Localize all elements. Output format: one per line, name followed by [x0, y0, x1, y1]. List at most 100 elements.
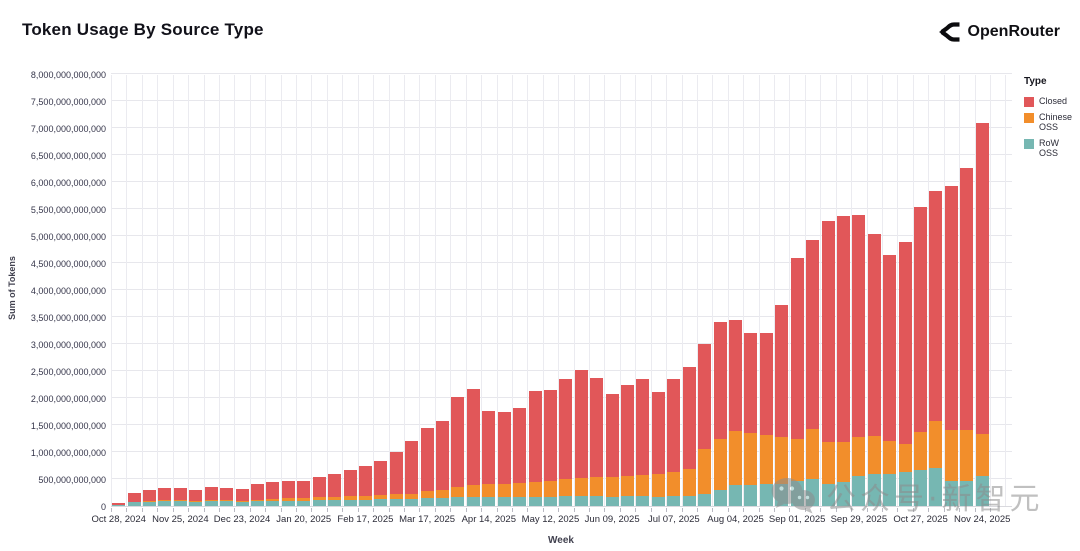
- bar-segment-row-oss[interactable]: [312, 500, 326, 506]
- bar-segment-closed[interactable]: [713, 322, 727, 439]
- bar-segment-row-oss[interactable]: [497, 497, 511, 506]
- bar-segment-closed[interactable]: [682, 366, 696, 469]
- bar-segment-row-oss[interactable]: [297, 500, 311, 506]
- bar-segment-row-oss[interactable]: [682, 495, 696, 506]
- bar-segment-row-oss[interactable]: [127, 502, 141, 506]
- bar-segment-row-oss[interactable]: [852, 475, 866, 506]
- bar-segment-row-oss[interactable]: [790, 480, 804, 506]
- bar-segment-row-oss[interactable]: [605, 496, 619, 506]
- bar-segment-closed[interactable]: [420, 427, 434, 492]
- bar-segment-row-oss[interactable]: [543, 496, 557, 506]
- bar-segment-row-oss[interactable]: [158, 501, 172, 506]
- bar-segment-chinese-oss[interactable]: [605, 476, 619, 497]
- bar-segment-chinese-oss[interactable]: [559, 479, 573, 497]
- bar-segment-closed[interactable]: [358, 466, 372, 496]
- bar-segment-chinese-oss[interactable]: [960, 430, 974, 482]
- bar-segment-closed[interactable]: [482, 410, 496, 485]
- legend-item-row-oss[interactable]: RoW OSS: [1024, 138, 1078, 159]
- bar-segment-row-oss[interactable]: [744, 485, 758, 506]
- bar-segment-row-oss[interactable]: [806, 479, 820, 506]
- bar-segment-row-oss[interactable]: [466, 496, 480, 506]
- legend-item-closed[interactable]: Closed: [1024, 96, 1078, 107]
- bar-segment-closed[interactable]: [883, 255, 897, 441]
- bar-segment-row-oss[interactable]: [436, 497, 450, 506]
- bar-segment-chinese-oss[interactable]: [482, 484, 496, 498]
- bar-segment-row-oss[interactable]: [358, 499, 372, 506]
- bar-segment-row-oss[interactable]: [867, 474, 881, 506]
- bar-segment-chinese-oss[interactable]: [389, 494, 403, 499]
- bar-segment-closed[interactable]: [451, 396, 465, 487]
- bar-segment-chinese-oss[interactable]: [281, 498, 295, 501]
- bar-segment-closed[interactable]: [312, 477, 326, 498]
- bar-segment-row-oss[interactable]: [775, 484, 789, 506]
- bar-segment-chinese-oss[interactable]: [852, 436, 866, 476]
- bar-segment-chinese-oss[interactable]: [790, 438, 804, 481]
- bar-segment-chinese-oss[interactable]: [775, 436, 789, 485]
- bar-segment-chinese-oss[interactable]: [204, 500, 218, 502]
- bar-segment-row-oss[interactable]: [173, 501, 187, 506]
- bar-segment-chinese-oss[interactable]: [543, 480, 557, 497]
- bar-segment-chinese-oss[interactable]: [698, 448, 712, 495]
- bar-segment-chinese-oss[interactable]: [651, 474, 665, 497]
- bar-segment-row-oss[interactable]: [651, 496, 665, 506]
- bar-segment-row-oss[interactable]: [250, 501, 264, 506]
- bar-segment-chinese-oss[interactable]: [143, 500, 157, 502]
- bar-segment-closed[interactable]: [204, 487, 218, 501]
- bar-segment-chinese-oss[interactable]: [759, 434, 773, 485]
- bar-segment-closed[interactable]: [112, 503, 126, 505]
- bar-segment-chinese-oss[interactable]: [929, 420, 943, 469]
- bar-segment-row-oss[interactable]: [713, 489, 727, 506]
- bar-segment-closed[interactable]: [266, 482, 280, 499]
- bar-segment-closed[interactable]: [297, 480, 311, 499]
- bar-segment-chinese-oss[interactable]: [667, 471, 681, 497]
- bar-segment-chinese-oss[interactable]: [836, 441, 850, 482]
- bar-segment-chinese-oss[interactable]: [590, 476, 604, 497]
- bar-segment-row-oss[interactable]: [235, 501, 249, 506]
- bar-segment-chinese-oss[interactable]: [127, 501, 141, 503]
- bar-segment-chinese-oss[interactable]: [867, 435, 881, 475]
- bar-segment-chinese-oss[interactable]: [266, 499, 280, 501]
- bar-segment-row-oss[interactable]: [759, 484, 773, 506]
- bar-segment-row-oss[interactable]: [281, 500, 295, 506]
- bar-segment-closed[interactable]: [651, 391, 665, 475]
- bar-segment-row-oss[interactable]: [143, 501, 157, 506]
- bar-segment-row-oss[interactable]: [451, 497, 465, 506]
- bar-segment-chinese-oss[interactable]: [528, 482, 542, 497]
- bar-segment-row-oss[interactable]: [343, 499, 357, 506]
- bar-segment-closed[interactable]: [543, 389, 557, 481]
- bar-segment-chinese-oss[interactable]: [944, 430, 958, 481]
- bar-segment-row-oss[interactable]: [729, 485, 743, 506]
- bar-segment-closed[interactable]: [944, 185, 958, 431]
- bar-segment-chinese-oss[interactable]: [914, 432, 928, 470]
- bar-segment-chinese-oss[interactable]: [713, 438, 727, 490]
- bar-segment-row-oss[interactable]: [944, 480, 958, 506]
- bar-segment-row-oss[interactable]: [636, 496, 650, 506]
- bar-segment-chinese-oss[interactable]: [898, 444, 912, 472]
- bar-segment-chinese-oss[interactable]: [343, 496, 357, 500]
- bar-segment-closed[interactable]: [374, 461, 388, 495]
- bar-segment-chinese-oss[interactable]: [374, 494, 388, 499]
- bar-segment-chinese-oss[interactable]: [250, 499, 264, 502]
- bar-segment-row-oss[interactable]: [667, 496, 681, 506]
- bar-segment-chinese-oss[interactable]: [358, 495, 372, 500]
- bar-segment-chinese-oss[interactable]: [420, 491, 434, 498]
- bar-segment-closed[interactable]: [220, 488, 234, 501]
- bar-segment-closed[interactable]: [790, 257, 804, 439]
- bar-segment-chinese-oss[interactable]: [220, 500, 234, 502]
- bar-segment-closed[interactable]: [898, 241, 912, 445]
- bar-segment-closed[interactable]: [759, 333, 773, 435]
- bar-segment-row-oss[interactable]: [621, 496, 635, 506]
- bar-segment-closed[interactable]: [328, 473, 342, 498]
- bar-segment-closed[interactable]: [405, 441, 419, 494]
- bar-segment-row-oss[interactable]: [929, 468, 943, 506]
- bar-segment-closed[interactable]: [821, 221, 835, 442]
- bar-segment-row-oss[interactable]: [975, 475, 989, 506]
- bar-segment-row-oss[interactable]: [883, 473, 897, 506]
- bar-segment-row-oss[interactable]: [836, 481, 850, 506]
- bar-segment-chinese-oss[interactable]: [636, 474, 650, 497]
- bar-segment-closed[interactable]: [281, 481, 295, 499]
- bar-segment-row-oss[interactable]: [420, 497, 434, 506]
- bar-segment-closed[interactable]: [127, 493, 141, 502]
- bar-segment-row-oss[interactable]: [405, 498, 419, 506]
- bar-segment-row-oss[interactable]: [112, 505, 126, 506]
